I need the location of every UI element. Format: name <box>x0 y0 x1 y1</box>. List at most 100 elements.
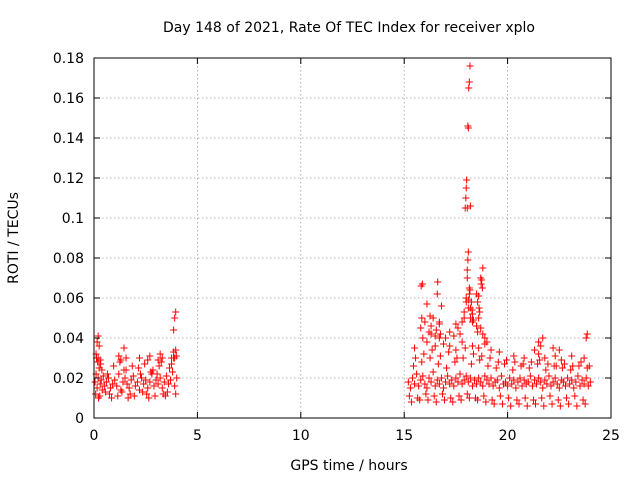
data-point <box>452 374 460 382</box>
data-point <box>524 378 532 386</box>
data-point <box>103 370 111 378</box>
data-point <box>91 378 99 386</box>
data-point <box>114 392 122 400</box>
data-point <box>419 334 427 342</box>
data-point <box>468 342 476 350</box>
data-point <box>423 300 431 308</box>
data-point <box>442 334 450 342</box>
y-tick-label: 0.04 <box>53 331 84 347</box>
data-point <box>580 380 588 388</box>
data-point <box>465 78 473 86</box>
data-point <box>158 384 166 392</box>
data-point <box>478 276 486 284</box>
data-point <box>167 376 175 384</box>
data-point <box>95 394 103 402</box>
data-point <box>557 356 565 364</box>
data-point <box>437 302 445 310</box>
data-point <box>405 392 413 400</box>
y-tick-label: 0.18 <box>53 51 84 67</box>
data-point <box>471 376 479 384</box>
data-point <box>478 352 486 360</box>
data-point <box>145 394 153 402</box>
data-point <box>453 354 461 362</box>
data-point <box>467 360 475 368</box>
data-point <box>93 338 101 346</box>
data-point <box>435 334 443 342</box>
data-point <box>449 398 457 406</box>
data-point <box>98 366 106 374</box>
data-point <box>172 352 180 360</box>
data-point <box>417 324 425 332</box>
data-point <box>506 374 514 382</box>
data-point <box>459 354 467 362</box>
data-point <box>465 84 473 92</box>
data-point <box>539 334 547 342</box>
data-point <box>494 358 502 366</box>
data-point <box>475 344 483 352</box>
data-point <box>162 372 170 380</box>
data-point <box>545 372 553 380</box>
data-point <box>123 380 131 388</box>
data-point <box>475 314 483 322</box>
data-point <box>469 350 477 358</box>
data-point <box>480 392 488 400</box>
data-point <box>421 318 429 326</box>
data-point <box>482 398 490 406</box>
data-point <box>434 278 442 286</box>
data-point <box>488 396 496 404</box>
data-point <box>408 374 416 382</box>
data-point <box>436 330 444 338</box>
data-point <box>540 402 548 410</box>
data-point <box>581 400 589 408</box>
data-point <box>172 346 180 354</box>
data-point <box>454 378 462 386</box>
data-point <box>481 334 489 342</box>
data-point <box>513 396 521 404</box>
data-point <box>164 380 172 388</box>
data-point <box>146 352 154 360</box>
data-point <box>559 378 567 386</box>
data-point <box>142 376 150 384</box>
data-point <box>477 280 485 288</box>
data-point <box>150 382 158 390</box>
data-point <box>571 392 579 400</box>
data-point <box>458 318 466 326</box>
data-point <box>539 384 547 392</box>
data-point <box>146 378 154 386</box>
data-point <box>465 394 473 402</box>
data-point <box>466 286 474 294</box>
data-point <box>144 356 152 364</box>
chart-title: Day 148 of 2021, Rate Of TEC Index for r… <box>163 20 535 36</box>
y-tick-label: 0.14 <box>53 131 84 147</box>
data-point <box>135 354 143 362</box>
data-point <box>168 360 176 368</box>
data-point <box>575 362 583 370</box>
data-point <box>419 372 427 380</box>
data-point <box>474 396 482 404</box>
data-point <box>569 362 577 370</box>
data-point <box>556 402 564 410</box>
data-point <box>521 394 529 402</box>
data-point <box>96 380 104 388</box>
data-point <box>460 308 468 316</box>
data-point <box>140 380 148 388</box>
data-point <box>144 384 152 392</box>
data-point <box>410 362 418 370</box>
data-point <box>552 362 560 370</box>
data-point <box>450 332 458 340</box>
data-point <box>442 378 450 386</box>
data-point <box>439 340 447 348</box>
data-point <box>422 390 430 398</box>
data-point <box>462 372 470 380</box>
data-point <box>130 392 138 400</box>
data-point <box>424 396 432 404</box>
data-point <box>514 378 522 386</box>
data-point <box>574 372 582 380</box>
data-point <box>548 400 556 408</box>
data-point <box>435 318 443 326</box>
data-point <box>104 374 112 382</box>
data-point <box>555 346 563 354</box>
data-point <box>498 400 506 408</box>
data-point <box>560 360 568 368</box>
